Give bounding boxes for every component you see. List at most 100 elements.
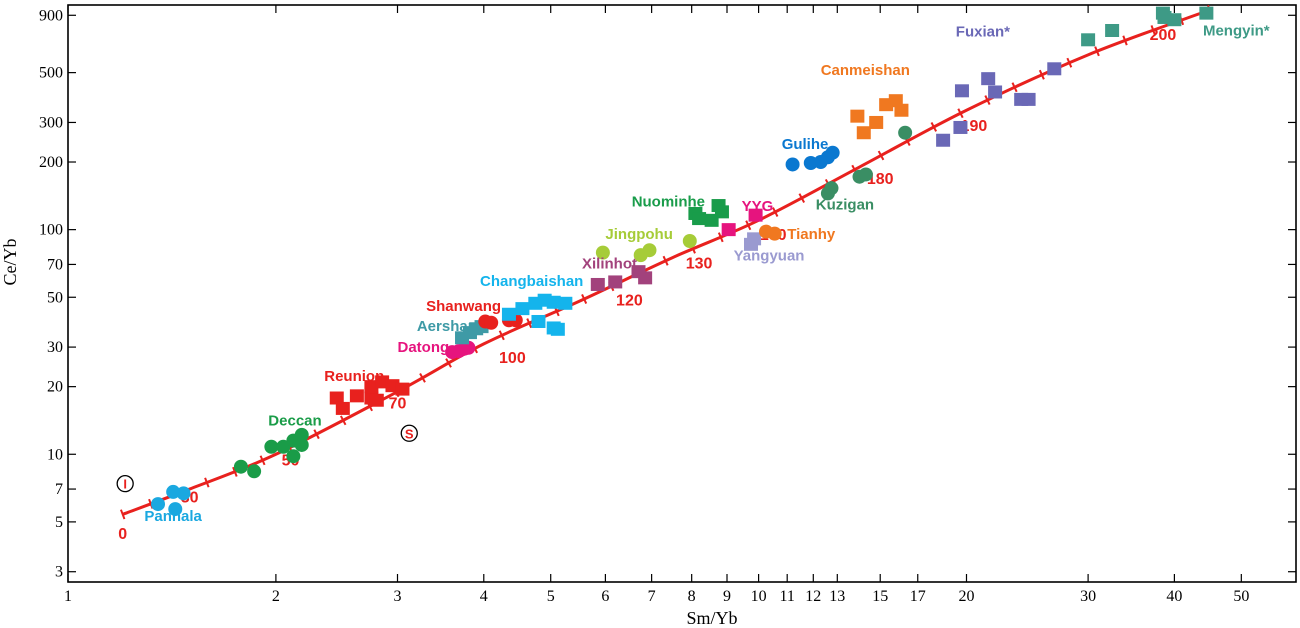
data-point	[1199, 6, 1214, 20]
curve-tick	[1011, 82, 1018, 93]
curve-tick	[662, 255, 669, 266]
x-tick-label: 20	[958, 588, 974, 605]
y-tick-label: 3	[55, 564, 63, 581]
data-point	[748, 208, 763, 222]
data-point	[1021, 92, 1036, 106]
data-point	[166, 484, 181, 499]
series-yyg	[721, 208, 763, 237]
data-point	[894, 103, 909, 117]
data-point	[294, 427, 309, 442]
series-deccan	[233, 427, 309, 479]
curve-tick	[745, 220, 752, 231]
x-tick-label: 11	[779, 588, 794, 605]
data-point	[369, 393, 384, 407]
series-label: Fuxian*	[956, 23, 1010, 40]
curve-tick	[259, 455, 266, 466]
series-label: Aershan	[417, 318, 477, 335]
series-label: Datong	[398, 339, 450, 356]
y-tick-label: 300	[39, 114, 63, 131]
data-point	[364, 380, 379, 394]
reference-label: I	[123, 477, 127, 492]
series-kuzigan	[820, 125, 913, 201]
y-tick-label: 100	[39, 222, 63, 239]
data-point	[898, 125, 913, 140]
data-point	[294, 437, 309, 452]
axes: 1 2 3 4 5 6 7 8 9 10 11 12 13 15 17 20 30 40 5035710203050…	[39, 4, 1297, 605]
x-tick-label: 9	[723, 588, 731, 605]
reference-label: S	[405, 426, 414, 441]
plot-frame	[67, 4, 1297, 583]
y-tick-label: 500	[39, 65, 63, 82]
data-point	[484, 315, 499, 330]
data-point	[501, 307, 516, 321]
curve-label: 130	[686, 256, 713, 273]
x-tick-label: 50	[1233, 588, 1249, 605]
data-point	[785, 157, 800, 172]
data-point	[692, 212, 707, 226]
curve-tick	[798, 193, 806, 203]
data-point	[349, 389, 364, 403]
data-point	[825, 145, 840, 160]
data-point	[264, 439, 279, 454]
series-reunion	[329, 375, 410, 415]
series-canmeishan	[850, 94, 909, 140]
y-axis-title: Ce/Yb	[0, 239, 20, 286]
data-point	[1167, 13, 1182, 27]
data-point	[953, 120, 968, 134]
curve-tick	[526, 318, 533, 329]
series-gulihe	[785, 145, 840, 172]
curve-tick	[119, 509, 126, 520]
series-label: Gulihe	[782, 136, 829, 153]
curve-tick	[581, 294, 588, 304]
x-tick-label: 13	[829, 588, 845, 605]
mixing-curve: 0305070100120130150180190200IS	[116, 4, 1213, 543]
curve-tick	[877, 150, 885, 161]
data-point	[590, 277, 605, 291]
curve-label: 0	[118, 526, 127, 543]
data-point	[233, 459, 248, 474]
data-point	[276, 439, 291, 454]
series-label: Deccan	[268, 413, 321, 430]
series-xilinhot	[590, 265, 653, 291]
x-tick-label: 6	[601, 588, 609, 605]
x-tick-label: 17	[910, 588, 926, 605]
series-label: Jingpohu	[605, 226, 673, 243]
data-point	[247, 464, 262, 479]
curve-tick	[772, 207, 779, 217]
series-label: Nuominhe	[632, 193, 705, 210]
data-point	[558, 296, 573, 310]
curve-tick	[1066, 57, 1073, 68]
x-tick-label: 15	[872, 588, 888, 605]
x-tick-label: 2	[272, 588, 280, 605]
data-point	[1081, 33, 1096, 47]
curve-label: 200	[1150, 27, 1177, 44]
data-point	[595, 245, 610, 260]
x-tick-label: 3	[394, 588, 402, 605]
curve-label: 180	[867, 171, 894, 188]
data-point	[936, 133, 951, 147]
series-changbaishan	[501, 293, 573, 336]
curve-tick	[1094, 46, 1100, 57]
x-tick-label: 7	[648, 588, 656, 605]
data-point	[151, 497, 166, 512]
series-label: YYG	[742, 198, 774, 215]
series-label: Kuzigan	[816, 196, 874, 213]
curve-tick	[930, 122, 938, 132]
x-tick-label: 8	[688, 588, 696, 605]
curve-label: 70	[389, 395, 407, 412]
x-axis-title: Sm/Yb	[686, 608, 737, 628]
curve-tick	[340, 415, 347, 426]
data-point	[176, 486, 191, 501]
series-nuominhe	[688, 199, 729, 227]
series-label: Reunion	[324, 368, 384, 385]
x-tick-label: 10	[751, 588, 767, 605]
series-fuxian	[936, 62, 1062, 147]
curve-tick	[957, 108, 964, 119]
curve-tick	[419, 373, 426, 383]
data-point	[747, 232, 762, 246]
data-point	[642, 243, 657, 258]
reference-circle	[116, 474, 134, 493]
series-label: Xilinhot	[582, 256, 637, 273]
curve-tick	[445, 358, 452, 368]
reference-circle	[400, 424, 418, 442]
